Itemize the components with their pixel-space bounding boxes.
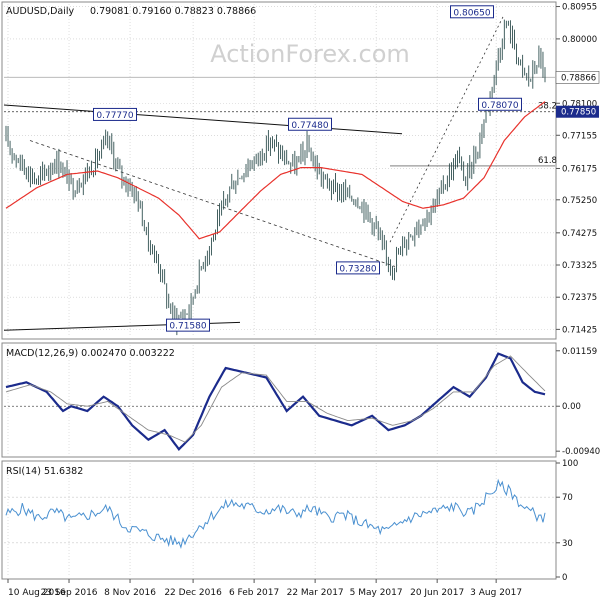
price-annotation-label: 0.77770 (96, 111, 133, 121)
rsi-panel-frame (1, 460, 557, 580)
level-tag-box (556, 105, 599, 118)
price-annotation-box (478, 97, 522, 111)
annotation-layer: 0.77770 0.71580 0.77480 0.73280 0.80650 0.780… (93, 5, 522, 332)
x-tick-label: 20 Jun 2017 (410, 588, 464, 598)
price-panel-frame (1, 1, 557, 340)
price-annotation-box (93, 107, 137, 121)
price-annotation-box (166, 318, 210, 332)
moving-average-line (5, 101, 546, 240)
macd-y-tick-label: 0.01159 (562, 347, 597, 357)
rsi-y-tick-label: 70 (562, 493, 573, 503)
price-annotation-label: 0.73280 (339, 264, 376, 274)
rsi-line (5, 478, 546, 550)
y-tick-label: 0.72375 (562, 293, 597, 303)
x-tick-label: 22 Dec 2016 (164, 588, 222, 598)
macd-line (5, 352, 546, 452)
x-tick-label: 3 Aug 2017 (470, 588, 522, 598)
macd-panel-frame (1, 342, 557, 458)
x-tick-label: 22 Mar 2017 (287, 588, 344, 598)
y-tick-label: 0.77155 (562, 131, 597, 141)
dashed-trendline (29, 140, 396, 267)
macd-panel-title: MACD(12,26,9) 0.002470 0.003222 (6, 348, 175, 359)
current-price-tag-box (555, 71, 600, 84)
price-layer: 38.2 61.8 (3, 16, 557, 336)
price-ohlc-readout: 0.79081 0.79160 0.78823 0.78866 (90, 6, 256, 17)
rsi-panel-title: RSI(14) 51.6382 (6, 466, 83, 477)
price-annotation-label: 0.77480 (291, 121, 328, 131)
macd-y-tick-label: 0.00 (562, 402, 581, 412)
x-tick-label: 6 Feb 2017 (229, 588, 279, 598)
upper-trendline (3, 104, 403, 135)
x-tick-label: 23 Sep 2016 (40, 588, 97, 598)
current-price-tag: 0.78866 (561, 73, 596, 83)
rsi-y-tick-label: 0 (562, 573, 567, 583)
rsi-y-tick-label: 100 (562, 459, 578, 469)
x-tick-label: 8 Nov 2016 (104, 588, 156, 598)
price-annotation-box (336, 261, 380, 275)
fib-level-label: 38.2 (538, 102, 557, 112)
price-annotation-label: 0.80650 (453, 8, 490, 18)
y-tick-label: 0.80000 (562, 35, 597, 45)
x-tick-label: 5 May 2017 (350, 588, 403, 598)
y-tick-label: 0.76175 (562, 164, 597, 174)
level-tag-label: 0.77850 (561, 108, 596, 118)
y-tick-label: 0.73325 (562, 261, 597, 271)
macd-layer (5, 352, 546, 452)
x-tick-label: 10 Aug 2016 (8, 588, 66, 598)
dashed-trendline-2 (389, 16, 504, 243)
rsi-layer (5, 478, 546, 550)
price-annotation-label: 0.71580 (169, 322, 206, 332)
macd-signal-line (5, 355, 546, 443)
y-tick-label: 0.80955 (562, 3, 597, 13)
price-annotation-label: 0.78070 (481, 101, 518, 111)
watermark-text: ActionForex.com (210, 40, 410, 68)
y-tick-label: 0.74275 (562, 229, 597, 239)
price-annotation-box (288, 117, 332, 131)
y-tick-label: 0.75250 (562, 196, 597, 206)
price-annotation-box (450, 5, 494, 19)
y-tick-label: 0.71425 (562, 325, 597, 335)
y-tick-label: 0.78100 (562, 99, 597, 109)
rsi-y-tick-label: 30 (562, 539, 573, 549)
price-panel-title: AUDUSD,Daily (6, 6, 75, 17)
macd-y-tick-label: -0.00940 (562, 447, 600, 457)
fib-level-label: 61.8 (538, 156, 557, 166)
